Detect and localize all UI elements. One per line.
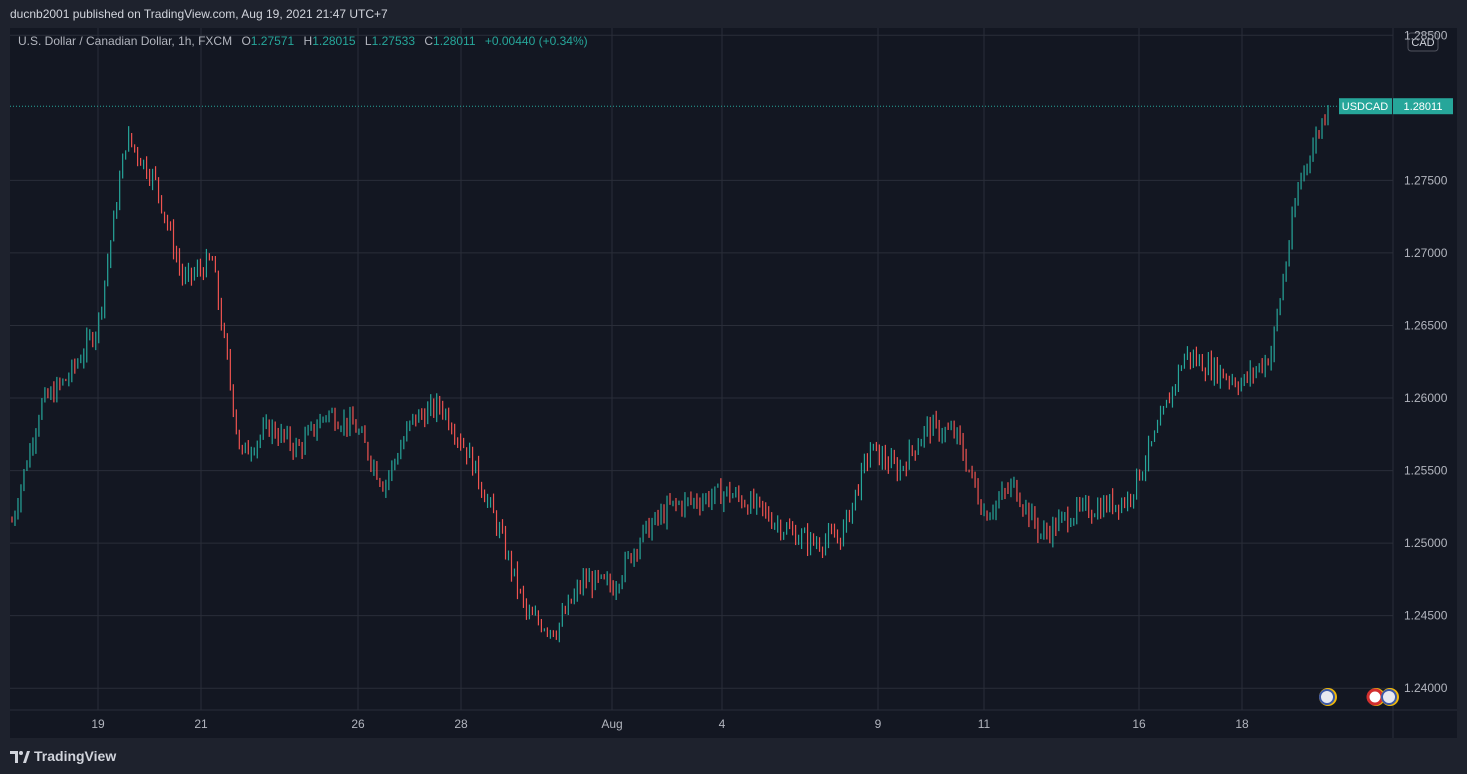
- publish-info: ducnb2001 published on TradingView.com, …: [10, 7, 388, 21]
- price-label-8: 1.24000: [1404, 681, 1448, 695]
- chart-panel: U.S. Dollar / Canadian Dollar, 1h, FXCM …: [10, 28, 1457, 738]
- time-label-1: 21: [194, 717, 208, 731]
- footer-brand: TradingView: [34, 748, 117, 764]
- price-chart[interactable]: U.S. Dollar / Canadian Dollar, 1h, FXCM …: [10, 28, 1457, 738]
- time-label-2: 26: [351, 717, 365, 731]
- price-label-6: 1.25000: [1404, 536, 1448, 550]
- legend-change: +0.00440 (+0.34%): [485, 34, 588, 48]
- time-label-7: 11: [978, 717, 991, 731]
- currency-label: CAD: [1411, 37, 1434, 49]
- price-label-4: 1.26000: [1404, 391, 1448, 405]
- price-tag-symbol: USDCAD: [1342, 101, 1389, 113]
- price-label-0: 1.28500: [1404, 28, 1448, 42]
- price-series: [11, 105, 1329, 643]
- time-axis-labels: 19 21 26 28 Aug 4 9 11 16 18: [91, 717, 1249, 731]
- time-label-4: Aug: [601, 717, 622, 731]
- price-tag: USDCAD 1.28011: [1339, 98, 1453, 115]
- publish-header: ducnb2001 published on TradingView.com, …: [0, 0, 1467, 28]
- time-label-6: 9: [875, 717, 882, 731]
- legend-symbol: U.S. Dollar / Canadian Dollar, 1h, FXCM: [18, 34, 232, 48]
- currency-badge[interactable]: CAD: [1407, 32, 1439, 52]
- legend-close-value: 1.28011: [433, 34, 476, 48]
- legend-low-value: 1.27533: [372, 34, 416, 48]
- legend-open-value: 1.27571: [251, 34, 295, 48]
- time-label-3: 28: [454, 717, 468, 731]
- time-label-5: 4: [719, 717, 726, 731]
- price-axis-labels: 1.28500 1.27500 1.27000 1.26500 1.26000 1.255…: [1404, 28, 1448, 695]
- chart-grid: [10, 28, 1393, 710]
- legend-low-label: L: [365, 34, 372, 48]
- time-label-0: 19: [91, 717, 105, 731]
- footer: TradingView: [10, 742, 116, 770]
- legend-high-value: 1.28015: [312, 34, 356, 48]
- event-flags[interactable]: [1319, 688, 1399, 706]
- price-label-7: 1.24500: [1404, 609, 1448, 623]
- price-label-5: 1.25500: [1404, 464, 1448, 478]
- time-label-8: 16: [1132, 717, 1146, 731]
- price-label-1: 1.27500: [1404, 173, 1448, 187]
- price-label-2: 1.27000: [1404, 246, 1448, 260]
- time-label-9: 18: [1235, 717, 1249, 731]
- legend-high-label: H: [304, 34, 313, 48]
- legend-open-label: O: [241, 34, 250, 48]
- tradingview-logo-icon: [10, 751, 30, 764]
- price-tag-value: 1.28011: [1404, 101, 1443, 113]
- price-label-3: 1.26500: [1404, 318, 1448, 332]
- legend-close-label: C: [424, 34, 433, 48]
- legend: U.S. Dollar / Canadian Dollar, 1h, FXCM …: [18, 34, 588, 48]
